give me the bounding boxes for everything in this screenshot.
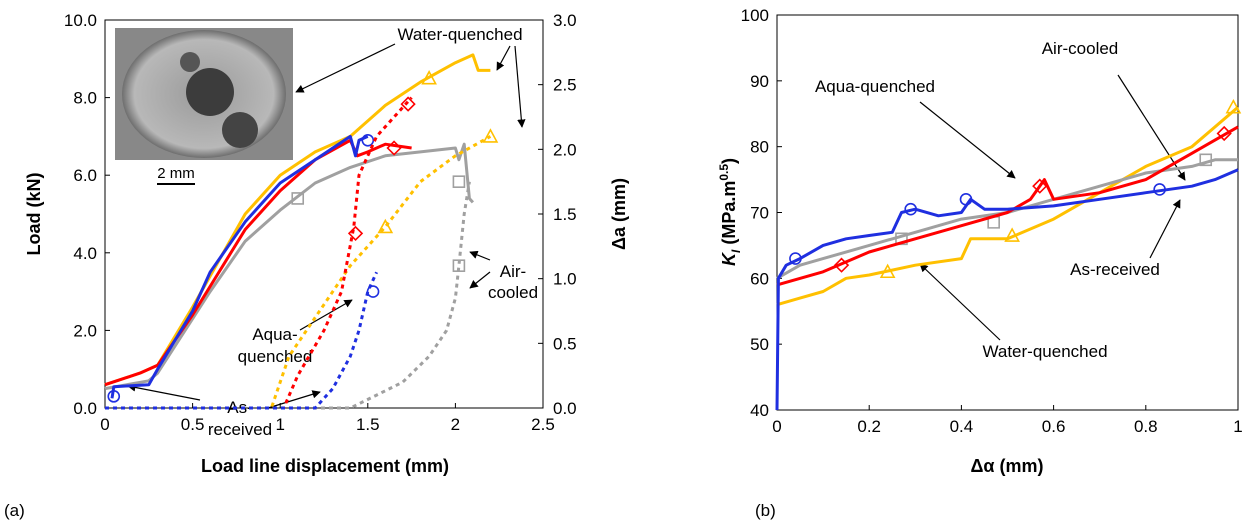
y-axis-label: Load (kN) (24, 172, 44, 255)
x-tick-label: 0.6 (1042, 417, 1066, 436)
marker (291, 192, 305, 205)
y2-tick-label: 1.0 (553, 270, 577, 289)
x-tick-label: 0.5 (181, 415, 205, 434)
annotation: Water-quenched (397, 25, 522, 44)
y-axis-label-part: ) (719, 158, 739, 164)
marker (400, 96, 416, 112)
marker (879, 263, 896, 279)
x-axis-label: Δα (mm) (970, 456, 1043, 476)
y-axis-label-part: 0.5 (717, 164, 731, 181)
inset-photo (115, 28, 293, 160)
x-tick-label: 0 (100, 415, 109, 434)
series-line (776, 125, 1239, 287)
marker (452, 175, 466, 188)
series-line (110, 134, 369, 399)
annotation: Aqua- (252, 325, 297, 344)
y2-tick-label: 3.0 (553, 11, 577, 30)
annotation: Air-cooled (1042, 39, 1119, 58)
y-tick-label: 0.0 (73, 399, 97, 418)
marker (366, 285, 380, 298)
marker (1032, 178, 1048, 194)
y-tick-label: 80 (750, 138, 769, 157)
y2-tick-label: 2.0 (553, 140, 577, 159)
y-tick-label: 8.0 (73, 89, 97, 108)
annotation: quenched (238, 347, 313, 366)
y2-axis-label: Δa (mm) (609, 178, 629, 250)
marker (1216, 125, 1232, 142)
annotation: Aqua-quenched (815, 77, 935, 96)
series-line (105, 271, 378, 410)
marker (959, 193, 973, 206)
y2-tick-label: 2.5 (553, 76, 577, 95)
annotation: cooled (488, 283, 538, 302)
series-line (776, 106, 1239, 307)
y2-tick-label: 1.5 (553, 205, 577, 224)
y-tick-label: 50 (750, 335, 769, 354)
marker (421, 70, 437, 85)
annotation: Water-quenched (982, 342, 1107, 361)
x-tick-label: 1 (1233, 417, 1242, 436)
marker (377, 218, 394, 234)
y-tick-label: 60 (750, 269, 769, 288)
panel-label: (b) (755, 501, 776, 520)
x-tick-label: 1.5 (356, 415, 380, 434)
y-axis-label-part: I (729, 249, 743, 253)
panel-label: (a) (4, 501, 25, 520)
x-axis-label: Load line displacement (mm) (201, 456, 449, 476)
marker (833, 257, 850, 273)
series-line (104, 142, 475, 391)
x-tick-label: 1 (275, 415, 284, 434)
series-line (105, 181, 471, 410)
y-tick-label: 6.0 (73, 166, 97, 185)
y-tick-label: 2.0 (73, 321, 97, 340)
series-line (775, 168, 1239, 411)
y-tick-label: 70 (750, 204, 769, 223)
x-tick-label: 0.2 (857, 417, 881, 436)
marker (107, 390, 121, 403)
annotation: Air- (500, 262, 526, 281)
marker (347, 225, 364, 242)
marker (361, 133, 375, 147)
y-tick-label: 10.0 (64, 11, 97, 30)
marker (452, 259, 466, 273)
marker (1199, 153, 1213, 167)
y-axis-label: KI (MPa.m0.5) (717, 158, 743, 266)
series-line (104, 138, 412, 387)
annotation: As-received (1070, 260, 1160, 279)
y-tick-label: 4.0 (73, 244, 97, 263)
y-axis-label-part: K (719, 251, 739, 266)
y2-tick-label: 0.5 (553, 334, 577, 353)
marker (1004, 227, 1020, 242)
y-axis-label-part: (MPa.m (719, 181, 739, 250)
y-tick-label: 40 (750, 401, 769, 420)
x-tick-label: 2.5 (531, 415, 555, 434)
marker (386, 140, 402, 156)
x-tick-label: 0.8 (1134, 417, 1158, 436)
x-tick-label: 0.4 (950, 417, 974, 436)
marker (1153, 183, 1166, 196)
marker (904, 202, 917, 216)
annotation: received (208, 420, 272, 439)
y2-tick-label: 0.0 (553, 399, 577, 418)
marker (895, 232, 908, 246)
y-tick-label: 100 (741, 6, 769, 25)
scale-label: 2 mm (157, 165, 195, 182)
arrows (919, 74, 1186, 341)
series-line (105, 135, 492, 410)
marker (789, 252, 802, 265)
marker (482, 128, 499, 143)
y-tick-label: 90 (750, 72, 769, 91)
x-tick-label: 0 (772, 417, 781, 436)
x-tick-label: 2 (451, 415, 460, 434)
marker (1225, 98, 1242, 114)
